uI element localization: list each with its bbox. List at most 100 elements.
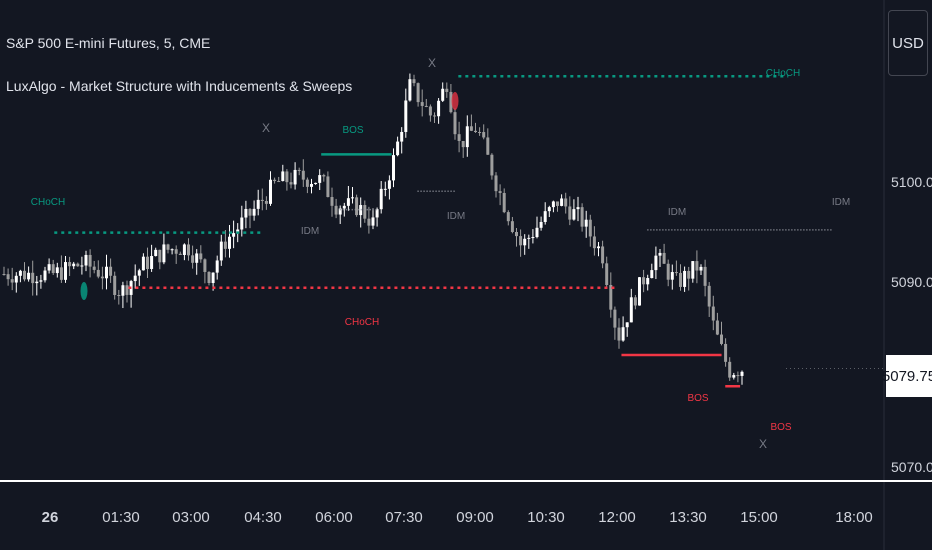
candle-body [117, 294, 121, 296]
candle-body [531, 237, 535, 239]
candle-body [510, 221, 514, 232]
candle-body [76, 263, 80, 267]
candle-body [576, 207, 580, 210]
candle-body [228, 236, 231, 249]
candle-body [371, 217, 375, 226]
candle-body [674, 272, 678, 274]
candle-body [658, 252, 662, 256]
candle-body [113, 275, 117, 295]
candle-body [457, 134, 461, 141]
candle-body [338, 208, 342, 215]
candle-body [137, 270, 141, 276]
candle-body [293, 169, 297, 185]
candle-body [141, 256, 145, 271]
candle-body [150, 256, 154, 269]
inducement-label: IDM [832, 197, 850, 208]
candle-body [707, 285, 711, 307]
candle-body [297, 169, 301, 171]
candle-body [494, 175, 498, 192]
candle-body [363, 205, 367, 219]
candle-body [650, 270, 654, 279]
candle-body [502, 192, 506, 213]
candle-body [679, 272, 682, 287]
candle-body [740, 371, 744, 376]
candle-body [715, 320, 719, 335]
candle-body [162, 244, 166, 263]
candle-body [80, 265, 84, 267]
candle-body [195, 253, 199, 263]
candle-body [367, 218, 371, 226]
candle-body [490, 154, 494, 176]
candle-body [638, 277, 641, 306]
candle-body [584, 219, 588, 227]
candle-body [424, 105, 428, 107]
candle-body [92, 266, 96, 270]
candle-body [27, 272, 31, 280]
candle-body [133, 275, 137, 282]
candle-body [404, 100, 408, 132]
candle-body [543, 211, 547, 222]
candle-body [273, 179, 277, 182]
candle-body [31, 272, 35, 284]
candle-body [642, 277, 646, 285]
candle-body [572, 209, 576, 220]
candle-body [396, 141, 400, 156]
candle-body [264, 200, 268, 204]
candle-body [207, 271, 211, 283]
sweep-marker: X [262, 121, 270, 135]
candle-body [515, 231, 518, 237]
candle-body [39, 280, 43, 282]
time-tick: 10:30 [527, 509, 565, 526]
candle-body [109, 266, 113, 276]
candle-body [724, 343, 728, 362]
candle-body [215, 260, 219, 273]
candle-body [551, 201, 555, 208]
candle-body [55, 267, 59, 274]
candle-body [158, 249, 162, 263]
candle-body [568, 206, 572, 220]
candle-body [285, 171, 289, 183]
candle-body [59, 267, 63, 280]
candle-body [428, 106, 432, 116]
candle-body [88, 254, 92, 267]
candle-body [121, 285, 125, 296]
candle-body [461, 140, 465, 148]
candle-body [166, 244, 170, 250]
currency-button[interactable]: USD [888, 10, 928, 76]
price-tick: 5090.00 [891, 274, 932, 290]
candle-body [375, 209, 379, 218]
candle-body [601, 246, 605, 264]
candle-body [420, 102, 424, 106]
candle-body [588, 219, 592, 237]
inducement-label: IDM [668, 207, 686, 218]
candle-body [64, 262, 67, 280]
time-tick: 03:00 [172, 509, 210, 526]
candle-body [613, 309, 617, 328]
candle-body [625, 322, 629, 328]
candle-body [478, 132, 482, 134]
candle-body [617, 327, 621, 341]
time-tick: 18:00 [835, 509, 873, 526]
symbol-title[interactable]: S&P 500 E-mini Futures, 5, CME [6, 35, 211, 51]
candle-body [383, 188, 387, 190]
indicator-title[interactable]: LuxAlgo - Market Structure with Induceme… [6, 78, 353, 94]
candle-body [219, 241, 223, 261]
candle-body [469, 126, 473, 131]
candle-body [330, 197, 334, 206]
candle-body [449, 91, 453, 113]
candle-body [482, 132, 486, 138]
candle-body [592, 236, 596, 249]
candle-body [203, 259, 207, 272]
time-tick: 15:00 [740, 509, 778, 526]
current-price-label: 5079.75 [882, 355, 932, 397]
candle-body [662, 252, 666, 264]
time-tick: 26 [41, 509, 59, 526]
swing-high-marker [451, 92, 459, 110]
candle-body [14, 275, 18, 283]
candle-body [10, 279, 14, 283]
sweep-marker: X [428, 56, 436, 70]
candle-body [252, 208, 256, 216]
candle-body [68, 262, 72, 267]
candle-body [84, 254, 88, 266]
